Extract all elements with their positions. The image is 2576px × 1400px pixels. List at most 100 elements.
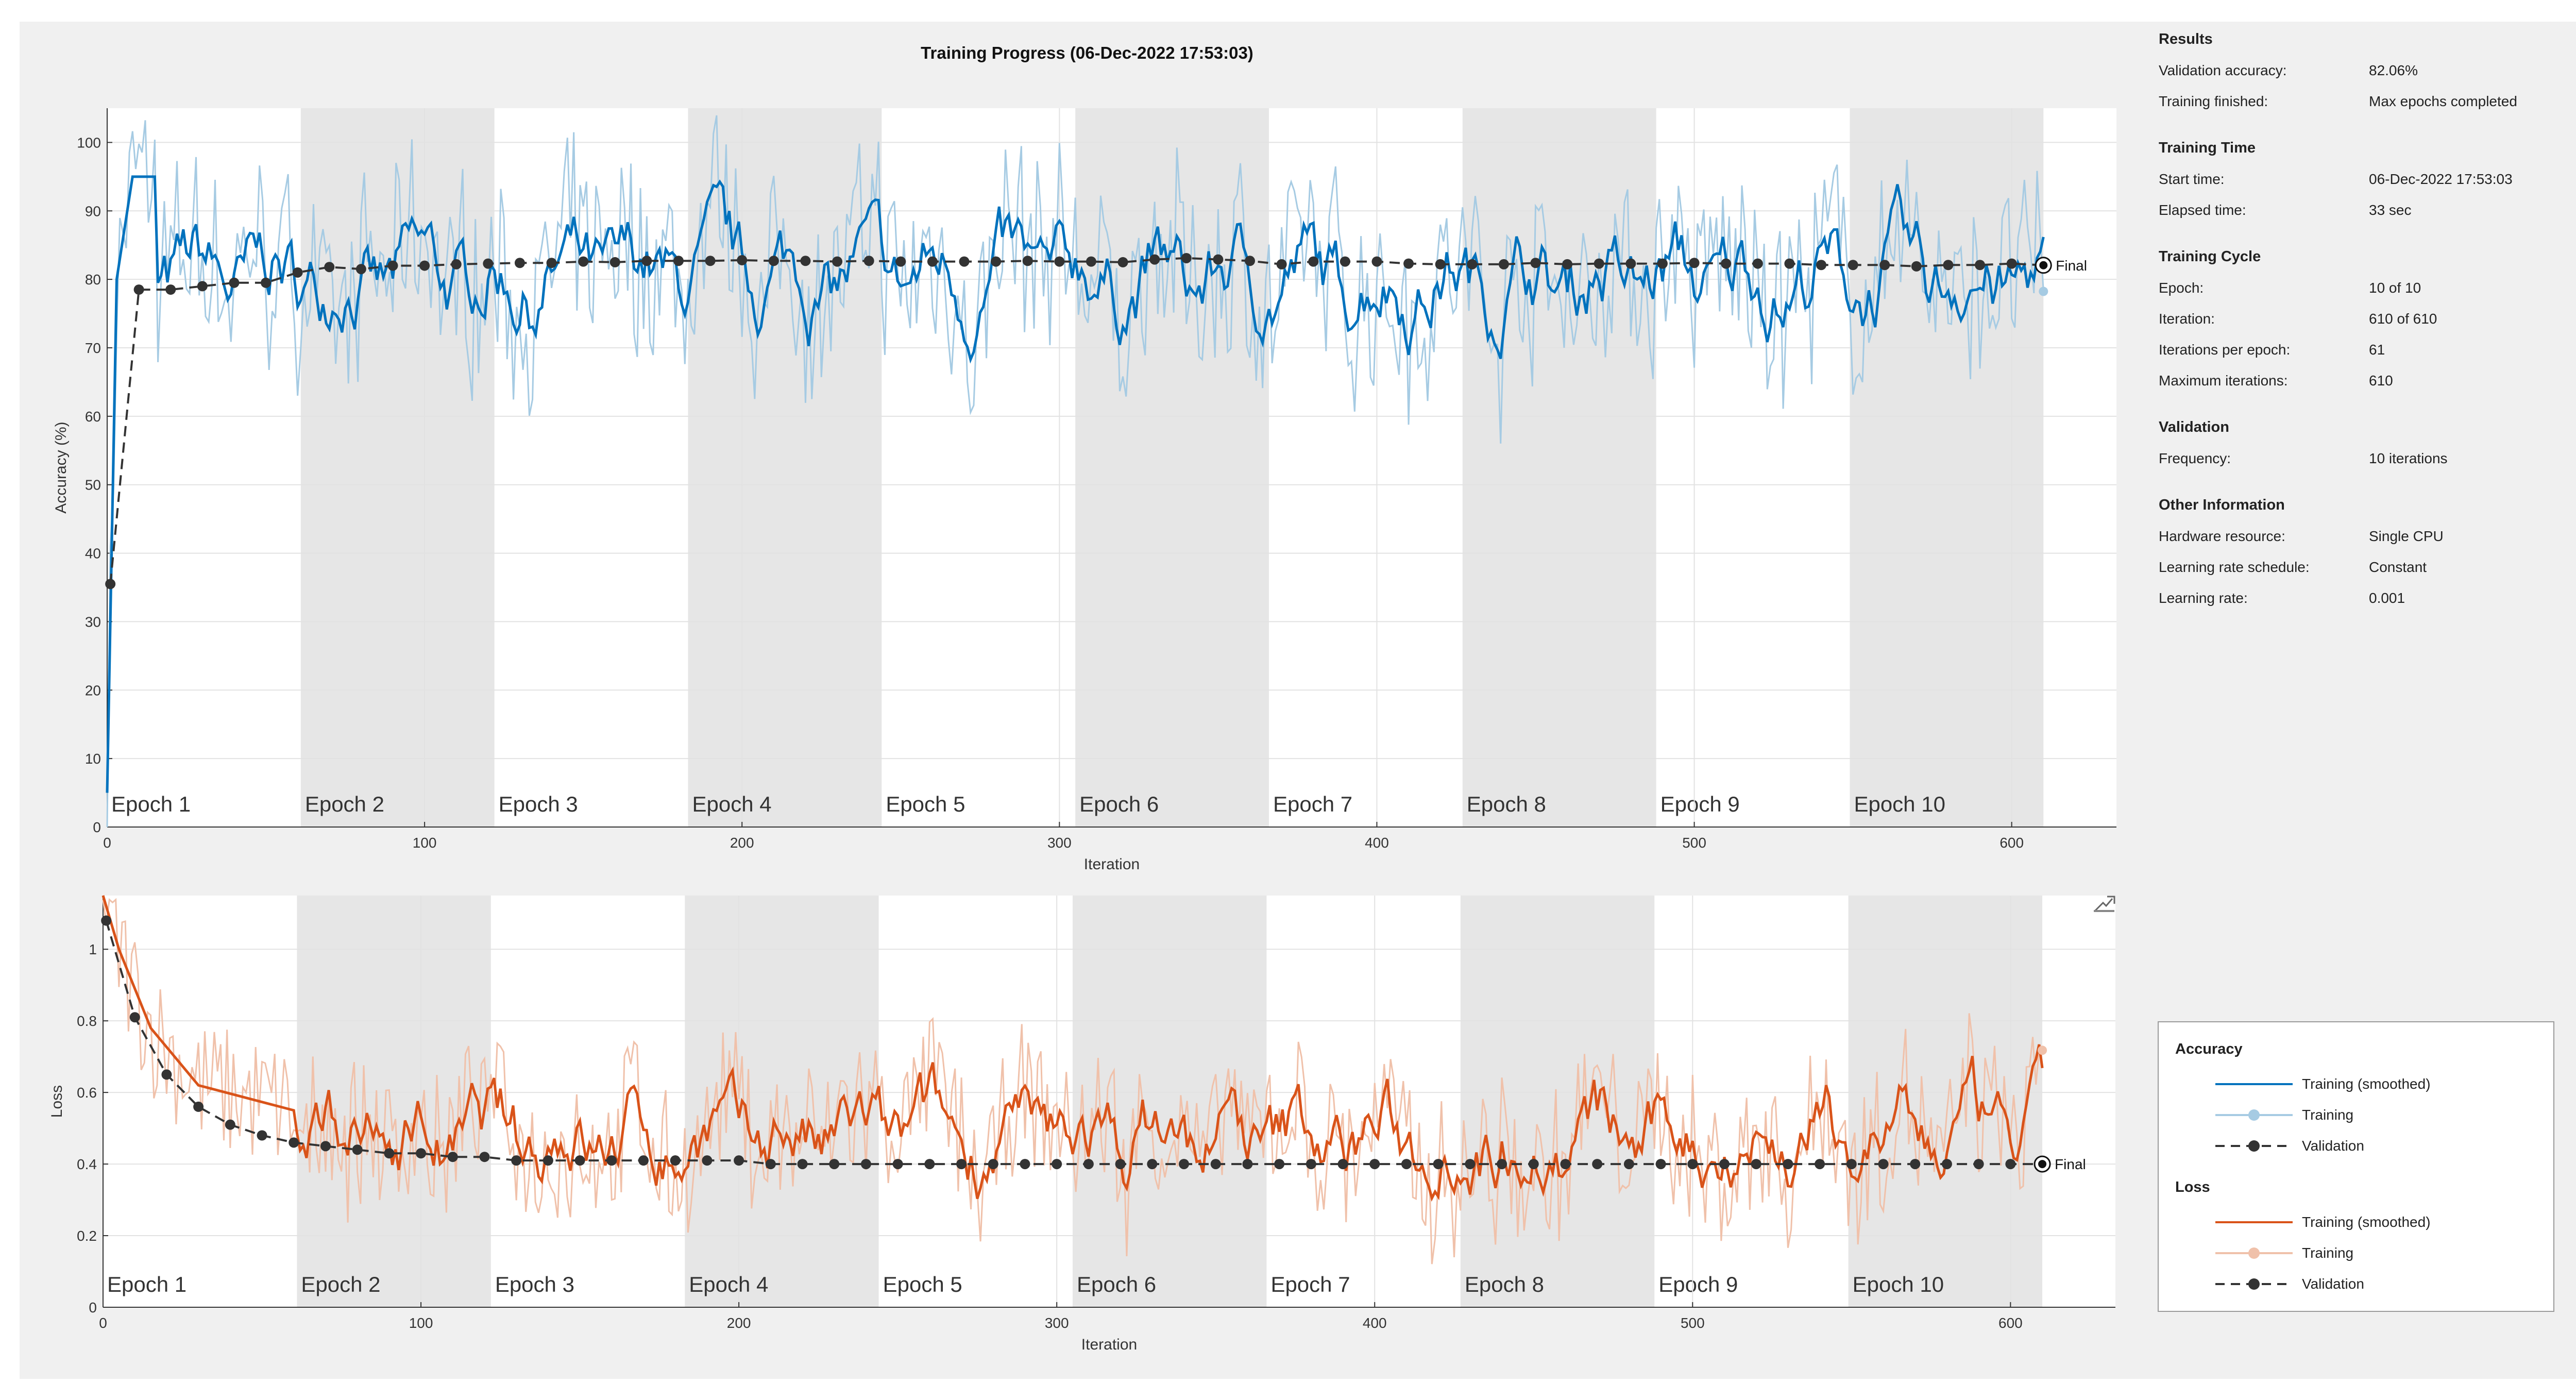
validation-marker: [1719, 1159, 1730, 1170]
validation-marker: [384, 1148, 395, 1159]
validation-marker: [419, 260, 430, 271]
validation-marker: [514, 258, 525, 268]
validation-marker: [261, 277, 272, 288]
loss-axes[interactable]: Epoch 1 Epoch 2 Epoch 3 Epoch 4 Epoch 5 Epoch…: [48, 895, 2115, 1353]
validation-line: [105, 920, 2043, 1166]
y-tick-label: 90: [85, 203, 101, 219]
validation-marker: [1179, 1159, 1190, 1170]
epoch-label: Epoch 1: [111, 792, 191, 816]
validation-marker: [765, 1159, 776, 1170]
validation-marker: [447, 1152, 458, 1162]
dashed-marker-swatch-icon: [2215, 1140, 2293, 1152]
validation-accuracy-value: 82.06%: [2369, 62, 2418, 78]
validation-marker: [1117, 257, 1128, 267]
validation-marker: [924, 1159, 935, 1170]
validation-marker: [797, 1159, 808, 1170]
accuracy-axes[interactable]: Epoch 1 Epoch 2 Epoch 3 Epoch 4 Epoch 5 Epoch…: [53, 108, 2116, 873]
validation-marker: [289, 1137, 299, 1148]
training-time-heading: Training Time: [2159, 140, 2256, 156]
training-smoothed-line: [101, 895, 2044, 1202]
epoch-label: Epoch 1: [107, 1272, 187, 1296]
legend-acc-training: Training: [2215, 1105, 2353, 1125]
validation-marker: [895, 256, 906, 267]
x-tick-label: 400: [1365, 835, 1389, 851]
validation-marker: [257, 1130, 267, 1141]
epoch-band: [1073, 896, 1267, 1307]
validation-marker: [1783, 1159, 1793, 1170]
y-tick-label: 0: [89, 1300, 97, 1315]
validation-marker: [1497, 1159, 1507, 1170]
validation-marker: [292, 267, 303, 278]
final-marker-dot: [2038, 1160, 2047, 1169]
validation-marker: [324, 262, 335, 273]
validation-marker: [609, 257, 620, 267]
validation-marker: [800, 256, 811, 266]
x-tick-label: 200: [727, 1315, 751, 1331]
validation-marker: [959, 256, 970, 267]
y-tick-label: 0.6: [77, 1085, 97, 1101]
epoch-label: Epoch 10: [1853, 1272, 1944, 1296]
validation-marker: [1403, 258, 1414, 269]
export-icon[interactable]: [2092, 891, 2117, 915]
y-tick-label: 100: [77, 134, 101, 150]
validation-marker: [1340, 256, 1350, 267]
validation-marker: [320, 1141, 331, 1152]
validation-marker: [1815, 1159, 1825, 1170]
epoch-label: Epoch 6: [1079, 792, 1159, 816]
validation-marker: [1213, 254, 1224, 265]
final-label: Final: [2056, 258, 2087, 274]
plot-title: Training Progress (06-Dec-2022 17:53:03): [921, 43, 1253, 62]
validation-marker: [1401, 1159, 1412, 1170]
validation-marker: [737, 255, 748, 265]
x-tick-label: 600: [1998, 1315, 2023, 1331]
x-axis-label: Iteration: [1084, 856, 1140, 873]
epoch-label: Epoch 2: [305, 792, 384, 816]
validation-marker: [638, 1155, 649, 1166]
epoch-band: [1075, 108, 1269, 827]
info-row: Hardware resource: Single CPU: [2159, 528, 2444, 544]
validation-marker: [1337, 1159, 1348, 1170]
info-row: Start time: 06-Dec-2022 17:53:03: [2159, 171, 2513, 187]
epoch-label: Epoch 2: [301, 1272, 380, 1296]
validation-marker: [892, 1159, 903, 1170]
validation-marker: [355, 264, 366, 275]
validation-marker: [1721, 258, 1732, 269]
validation-marker: [1655, 1159, 1666, 1170]
validation-marker: [451, 259, 462, 269]
validation-marker: [1276, 259, 1287, 269]
validation-marker: [1052, 1159, 1062, 1170]
validation-marker: [1943, 260, 1954, 271]
info-panel: Results Validation accuracy: 82.06% Train…: [2159, 31, 2571, 614]
y-tick-label: 50: [85, 477, 101, 493]
epoch-label: Epoch 6: [1077, 1272, 1156, 1296]
legend-acc-validation: Validation: [2215, 1136, 2364, 1156]
validation-marker: [161, 1069, 172, 1080]
info-row: Epoch: 10 of 10: [2159, 280, 2421, 296]
training-final-marker: [2038, 1045, 2047, 1055]
validation-marker: [673, 256, 684, 266]
info-row: Iterations per epoch: 61: [2159, 342, 2385, 358]
x-tick-label: 200: [730, 835, 754, 851]
epoch-band: [300, 108, 495, 827]
validation-marker: [352, 1144, 363, 1155]
validation-marker: [1242, 1159, 1253, 1170]
epoch-band: [1460, 896, 1655, 1307]
validation-marker: [1975, 260, 1986, 271]
validation-marker: [1689, 258, 1700, 268]
validation-marker: [1054, 256, 1065, 267]
epoch-label: Epoch 3: [495, 1272, 574, 1296]
validation-marker: [1210, 1159, 1221, 1170]
y-tick-label: 0: [93, 819, 101, 835]
y-tick-label: 0.4: [77, 1156, 97, 1172]
validation-marker: [1594, 258, 1604, 269]
validation-marker: [574, 1155, 585, 1166]
validation-marker: [1245, 256, 1256, 266]
validation-marker: [1752, 258, 1763, 269]
validation-marker: [670, 1155, 681, 1166]
validation-heading: Validation: [2159, 419, 2229, 435]
y-tick-label: 20: [85, 682, 101, 698]
validation-marker: [1020, 1159, 1030, 1170]
y-tick-label: 1: [89, 941, 97, 957]
validation-marker: [1086, 256, 1096, 267]
